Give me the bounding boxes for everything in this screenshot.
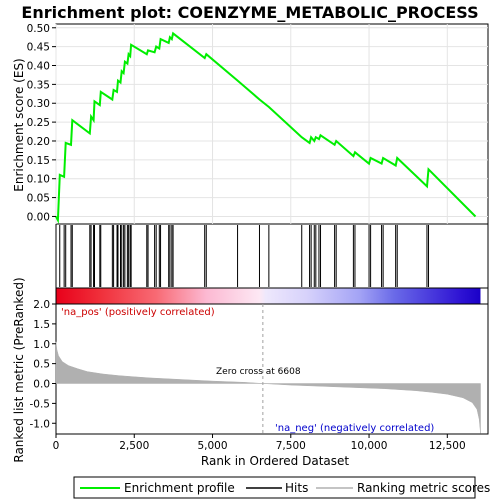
x-tick-label-5: 12,500: [429, 440, 466, 452]
x-tick-label-2: 5,000: [197, 440, 227, 452]
es-y-tick-label-6: 0.30: [27, 98, 50, 110]
heat-bar-fill: [56, 288, 481, 304]
zero-cross-label: Zero cross at 6608: [216, 367, 301, 377]
metric-y-tick-label-3: 0.5: [33, 359, 50, 371]
legend-label-enrichment: Enrichment profile: [124, 481, 235, 495]
es-y-tick-label-10: 0.50: [27, 23, 50, 35]
es-y-tick-label-0: 0.00: [27, 211, 50, 223]
es-y-tick-label-8: 0.40: [27, 61, 50, 73]
es-y-tick-label-1: 0.05: [27, 193, 50, 205]
ranking-heat-bar: [55, 287, 489, 305]
legend-label-hits: Hits: [285, 481, 308, 495]
metric-panel: [55, 303, 489, 435]
es-y-tick-label-2: 0.10: [27, 174, 50, 186]
metric-y-tick-label-6: 2.0: [33, 299, 50, 311]
legend-label-metric: Ranking metric scores: [357, 481, 490, 495]
chart-title: Enrichment plot: COENZYME_METABOLIC_PROC…: [21, 3, 478, 22]
es-panel: [55, 23, 489, 225]
x-tick-label-3: 7,500: [276, 440, 306, 452]
metric-y-tick-label-4: 1.0: [33, 339, 50, 351]
metric-y-tick-label-2: 0.0: [33, 379, 50, 391]
negative-correlation-label: 'na_neg' (negatively correlated): [275, 423, 434, 434]
x-tick-label-0: 0: [53, 440, 60, 452]
legend: Enrichment profile Hits Ranking metric s…: [73, 476, 490, 499]
metric-y-tick-label-5: 1.5: [33, 319, 50, 331]
x-tick-label-1: 2,500: [119, 440, 149, 452]
metric-y-tick-label-1: -0.5: [30, 398, 51, 410]
es-y-tick-label-9: 0.45: [27, 42, 50, 54]
x-tick-label-4: 10,000: [351, 440, 388, 452]
enrichment-profile-line: [55, 31, 477, 225]
es-y-tick-label-3: 0.15: [27, 155, 50, 167]
metric-y-axis-label: Ranked list metric (PreRanked): [12, 277, 26, 462]
hits-panel: [55, 223, 489, 289]
positive-correlation-label: 'na_pos' (positively correlated): [61, 307, 215, 318]
es-y-axis-label: Enrichment score (ES): [12, 58, 26, 191]
es-y-tick-label-4: 0.20: [27, 136, 50, 148]
ranking-metric-area: [55, 341, 481, 434]
es-y-tick-label-5: 0.25: [27, 117, 50, 129]
x-axis-label: Rank in Ordered Dataset: [201, 454, 349, 468]
metric-y-tick-label-0: -1.0: [30, 418, 51, 430]
es-y-tick-label-7: 0.35: [27, 79, 50, 91]
